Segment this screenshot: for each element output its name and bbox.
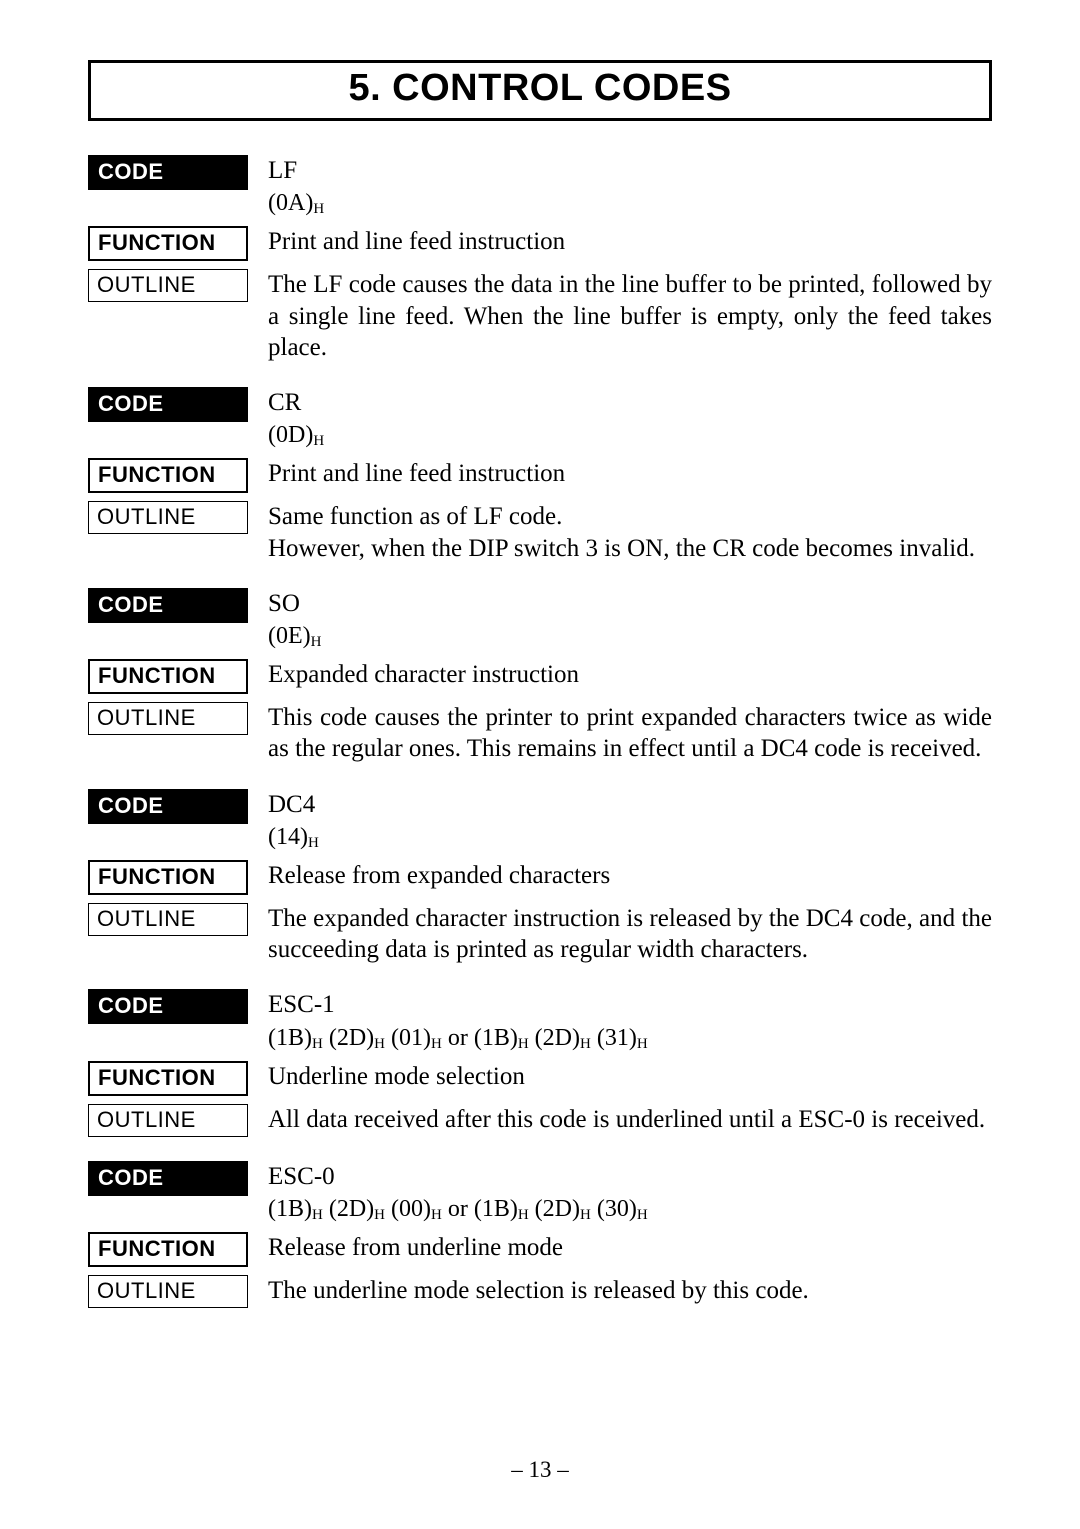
code-name: SO [268, 588, 992, 619]
code-entry: CODE ESC-0 (1B)H (2D)H (00)H or (1B)H (2… [88, 1161, 992, 1308]
code-name: CR [268, 387, 992, 418]
code-tag: CODE [88, 989, 248, 1024]
code-hex: (0E)H [268, 621, 992, 651]
function-text: Release from expanded characters [268, 860, 992, 891]
function-tag: FUNCTION [88, 458, 248, 493]
function-text: Print and line feed instruction [268, 226, 992, 257]
code-value: DC4 (14)H [268, 789, 992, 852]
outline-text: The underline mode selection is released… [268, 1275, 992, 1306]
label-col: OUTLINE [88, 501, 268, 534]
function-tag: FUNCTION [88, 1061, 248, 1096]
function-text: Underline mode selection [268, 1061, 992, 1092]
code-tag: CODE [88, 588, 248, 623]
code-entry: CODE ESC-1 (1B)H (2D)H (01)H or (1B)H (2… [88, 989, 992, 1136]
function-tag: FUNCTION [88, 659, 248, 694]
outline-tag: OUTLINE [88, 702, 248, 735]
outline-tag: OUTLINE [88, 501, 248, 534]
label-col: FUNCTION [88, 226, 268, 261]
outline-text: The LF code causes the data in the line … [268, 269, 992, 363]
code-value: CR (0D)H [268, 387, 992, 450]
code-value: SO (0E)H [268, 588, 992, 651]
code-name: ESC-1 [268, 989, 992, 1020]
code-hex: (1B)H (2D)H (01)H or (1B)H (2D)H (31)H [268, 1023, 992, 1053]
outline-text: Same function as of LF code.However, whe… [268, 501, 992, 564]
label-col: CODE [88, 789, 268, 824]
code-value: LF (0A)H [268, 155, 992, 218]
label-col: OUTLINE [88, 903, 268, 936]
function-tag: FUNCTION [88, 860, 248, 895]
outline-tag: OUTLINE [88, 1275, 248, 1308]
function-tag: FUNCTION [88, 1232, 248, 1267]
entries-container: CODE LF (0A)H FUNCTION Print and line fe… [88, 155, 992, 1308]
label-col: FUNCTION [88, 458, 268, 493]
label-col: FUNCTION [88, 659, 268, 694]
code-entry: CODE DC4 (14)H FUNCTION Release from exp… [88, 789, 992, 966]
code-entry: CODE LF (0A)H FUNCTION Print and line fe… [88, 155, 992, 363]
function-text: Expanded character instruction [268, 659, 992, 690]
code-hex: (1B)H (2D)H (00)H or (1B)H (2D)H (30)H [268, 1194, 992, 1224]
outline-tag: OUTLINE [88, 903, 248, 936]
outline-tag: OUTLINE [88, 269, 248, 302]
label-col: FUNCTION [88, 1232, 268, 1267]
outline-text: All data received after this code is und… [268, 1104, 992, 1135]
outline-tag: OUTLINE [88, 1104, 248, 1137]
label-col: FUNCTION [88, 1061, 268, 1096]
code-tag: CODE [88, 1161, 248, 1196]
label-col: CODE [88, 155, 268, 190]
label-col: OUTLINE [88, 269, 268, 302]
code-name: ESC-0 [268, 1161, 992, 1192]
code-hex: (14)H [268, 822, 992, 852]
outline-text: This code causes the printer to print ex… [268, 702, 992, 765]
label-col: CODE [88, 1161, 268, 1196]
code-name: DC4 [268, 789, 992, 820]
label-col: CODE [88, 387, 268, 422]
code-entry: CODE SO (0E)H FUNCTION Expanded characte… [88, 588, 992, 765]
code-name: LF [268, 155, 992, 186]
label-col: OUTLINE [88, 1275, 268, 1308]
code-tag: CODE [88, 155, 248, 190]
function-tag: FUNCTION [88, 226, 248, 261]
code-hex: (0A)H [268, 188, 992, 218]
label-col: OUTLINE [88, 702, 268, 735]
outline-text: The expanded character instruction is re… [268, 903, 992, 966]
function-text: Print and line feed instruction [268, 458, 992, 489]
label-col: FUNCTION [88, 860, 268, 895]
label-col: CODE [88, 989, 268, 1024]
code-value: ESC-1 (1B)H (2D)H (01)H or (1B)H (2D)H (… [268, 989, 992, 1052]
page-number: – 13 – [0, 1457, 1080, 1483]
label-col: CODE [88, 588, 268, 623]
code-value: ESC-0 (1B)H (2D)H (00)H or (1B)H (2D)H (… [268, 1161, 992, 1224]
code-tag: CODE [88, 387, 248, 422]
code-hex: (0D)H [268, 420, 992, 450]
section-title: 5. CONTROL CODES [88, 60, 992, 121]
page: 5. CONTROL CODES CODE LF (0A)H FUNCTION … [0, 0, 1080, 1529]
code-tag: CODE [88, 789, 248, 824]
function-text: Release from underline mode [268, 1232, 992, 1263]
label-col: OUTLINE [88, 1104, 268, 1137]
code-entry: CODE CR (0D)H FUNCTION Print and line fe… [88, 387, 992, 564]
